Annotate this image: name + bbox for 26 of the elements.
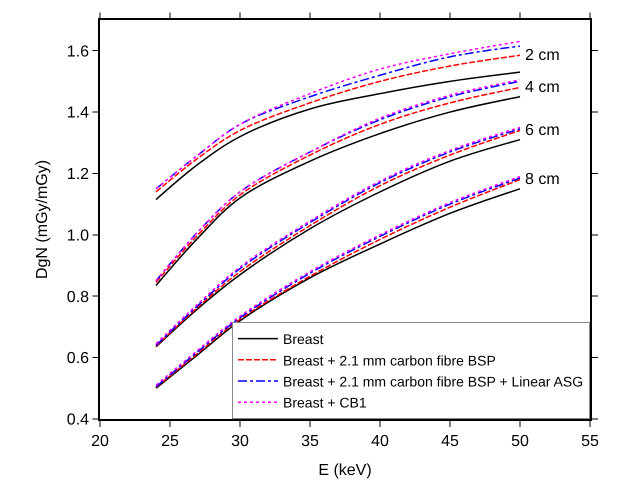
y-tick-label: 0.8 bbox=[66, 288, 90, 306]
x-tick-label: 30 bbox=[231, 432, 249, 450]
annotation: 6 cm bbox=[525, 122, 560, 139]
y-tick-label: 0.6 bbox=[66, 350, 90, 368]
annotation: 8 cm bbox=[525, 171, 560, 188]
x-tick-label: 45 bbox=[441, 432, 459, 450]
x-axis-title: E (keV) bbox=[318, 462, 372, 480]
x-tick-label: 20 bbox=[91, 432, 109, 450]
y-tick-label: 1.4 bbox=[66, 104, 90, 122]
y-axis-title: DgN (mGy/mGy) bbox=[34, 160, 52, 280]
legend-label: Breast + 2.1 mm carbon fibre BSP + Linear ASG bbox=[283, 373, 584, 390]
legend-label: Breast + 2.1 mm carbon fibre BSP bbox=[283, 352, 496, 368]
y-tick-label: 0.4 bbox=[66, 412, 90, 429]
annotation: 2 cm bbox=[525, 47, 560, 64]
x-tick-label: 25 bbox=[161, 432, 179, 450]
x-tick-label: 35 bbox=[301, 432, 319, 450]
y-tick-label: 1.6 bbox=[66, 43, 90, 60]
line-series bbox=[155, 71, 521, 200]
legend-label: Breast + CB1 bbox=[283, 394, 367, 411]
y-tick-label: 1.0 bbox=[66, 227, 90, 244]
x-tick-label: 55 bbox=[581, 432, 599, 450]
x-tick-label: 50 bbox=[511, 432, 529, 450]
x-tick-label: 40 bbox=[371, 432, 389, 450]
y-tick-label: 1.2 bbox=[66, 166, 90, 184]
annotation: 4 cm bbox=[525, 79, 560, 96]
legend-label: Breast bbox=[283, 331, 324, 348]
